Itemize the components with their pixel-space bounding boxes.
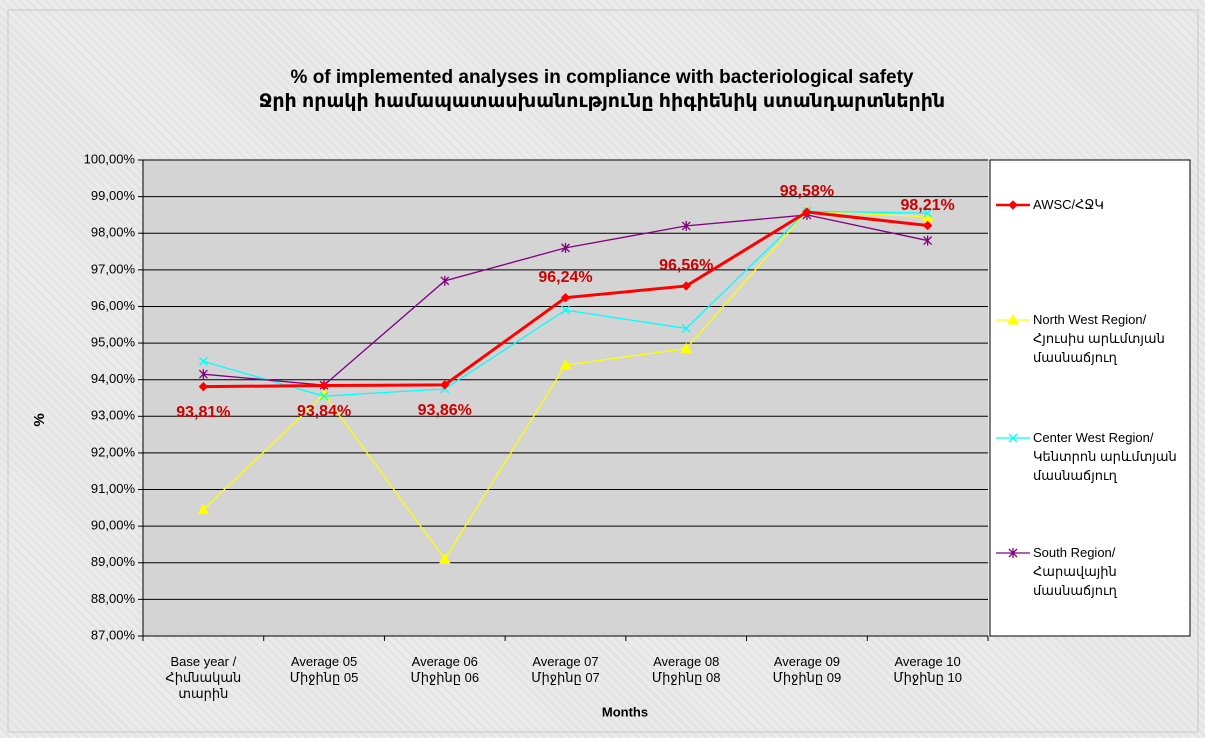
x-tick-label: Average 08 Միջինը 08 bbox=[651, 654, 721, 685]
x-tick-label: Average 06 Միջինը 06 bbox=[410, 654, 480, 685]
legend-marker bbox=[1008, 548, 1018, 558]
data-label: 96,24% bbox=[538, 269, 592, 286]
plot-area bbox=[143, 160, 988, 636]
data-label: 93,84% bbox=[297, 403, 351, 420]
legend-marker bbox=[1008, 433, 1018, 443]
x-tick-label: Average 07 Միջինը 07 bbox=[531, 654, 600, 685]
y-tick-label: 94,00% bbox=[91, 371, 136, 386]
x-axis-label: Months bbox=[602, 704, 648, 719]
data-point bbox=[319, 380, 329, 391]
legend-label: Center West Region/ Կենտրոն արևմտյան մաս… bbox=[1033, 430, 1177, 483]
legend-label: North West Region/ Հյուսիս արևմտյան մասն… bbox=[1033, 312, 1165, 365]
y-tick-label: 95,00% bbox=[91, 335, 136, 350]
x-tick-label: Base year / Հիմնական տարին bbox=[165, 654, 242, 701]
data-point bbox=[681, 281, 691, 291]
legend-label: AWSC/ՀՋԿ bbox=[1033, 197, 1104, 212]
y-tick-label: 87,00% bbox=[91, 627, 136, 642]
data-label: 98,21% bbox=[901, 197, 955, 214]
x-tick-label: Average 09 Միջինը 09 bbox=[772, 654, 842, 685]
y-tick-label: 90,00% bbox=[91, 518, 136, 533]
y-tick-label: 88,00% bbox=[91, 591, 136, 606]
y-tick-label: 97,00% bbox=[91, 261, 136, 276]
y-axis-label: % bbox=[31, 413, 48, 426]
chart-border bbox=[7, 9, 1199, 733]
data-point bbox=[681, 220, 691, 231]
legend-marker bbox=[1007, 313, 1019, 325]
data-point bbox=[923, 235, 933, 246]
x-tick-label: Average 05 Միջինը 05 bbox=[289, 654, 359, 685]
legend bbox=[989, 159, 1191, 637]
data-point bbox=[560, 292, 571, 303]
data-point bbox=[440, 275, 450, 286]
data-point bbox=[681, 323, 691, 333]
data-point bbox=[438, 553, 451, 564]
legend-marker bbox=[1008, 200, 1018, 210]
data-point bbox=[559, 359, 572, 370]
y-tick-label: 98,00% bbox=[91, 225, 136, 240]
data-point bbox=[319, 391, 329, 401]
data-point bbox=[561, 242, 570, 253]
y-tick-label: 92,00% bbox=[91, 444, 136, 459]
y-tick-label: 89,00% bbox=[91, 554, 136, 569]
data-point bbox=[802, 207, 812, 217]
data-point bbox=[197, 503, 210, 515]
data-label: 93,81% bbox=[176, 404, 230, 421]
chart-title: % of implemented analyses in compliance … bbox=[291, 67, 914, 88]
data-point bbox=[440, 380, 450, 390]
y-tick-label: 91,00% bbox=[91, 481, 136, 496]
y-tick-label: 99,00% bbox=[91, 188, 136, 203]
data-point bbox=[198, 369, 208, 380]
y-tick-label: 100,00% bbox=[84, 151, 136, 166]
data-label: 96,56% bbox=[659, 257, 713, 274]
chart-subtitle: Ջրի որակի համապատասխանությունը հիգիենիկ … bbox=[259, 91, 945, 112]
data-point bbox=[561, 305, 570, 315]
y-tick-label: 96,00% bbox=[91, 298, 136, 313]
data-point bbox=[922, 220, 933, 231]
y-tick-label: 93,00% bbox=[91, 408, 136, 423]
data-point bbox=[198, 356, 208, 366]
data-point bbox=[198, 381, 209, 392]
data-label: 98,58% bbox=[780, 183, 834, 200]
data-point bbox=[680, 342, 693, 354]
data-point bbox=[923, 208, 933, 218]
legend-label: South Region/ Հարավային մասնաճյուղ bbox=[1033, 545, 1117, 598]
data-label: 93,86% bbox=[418, 402, 472, 419]
x-tick-label: Average 10 Միջինը 10 bbox=[893, 654, 962, 685]
